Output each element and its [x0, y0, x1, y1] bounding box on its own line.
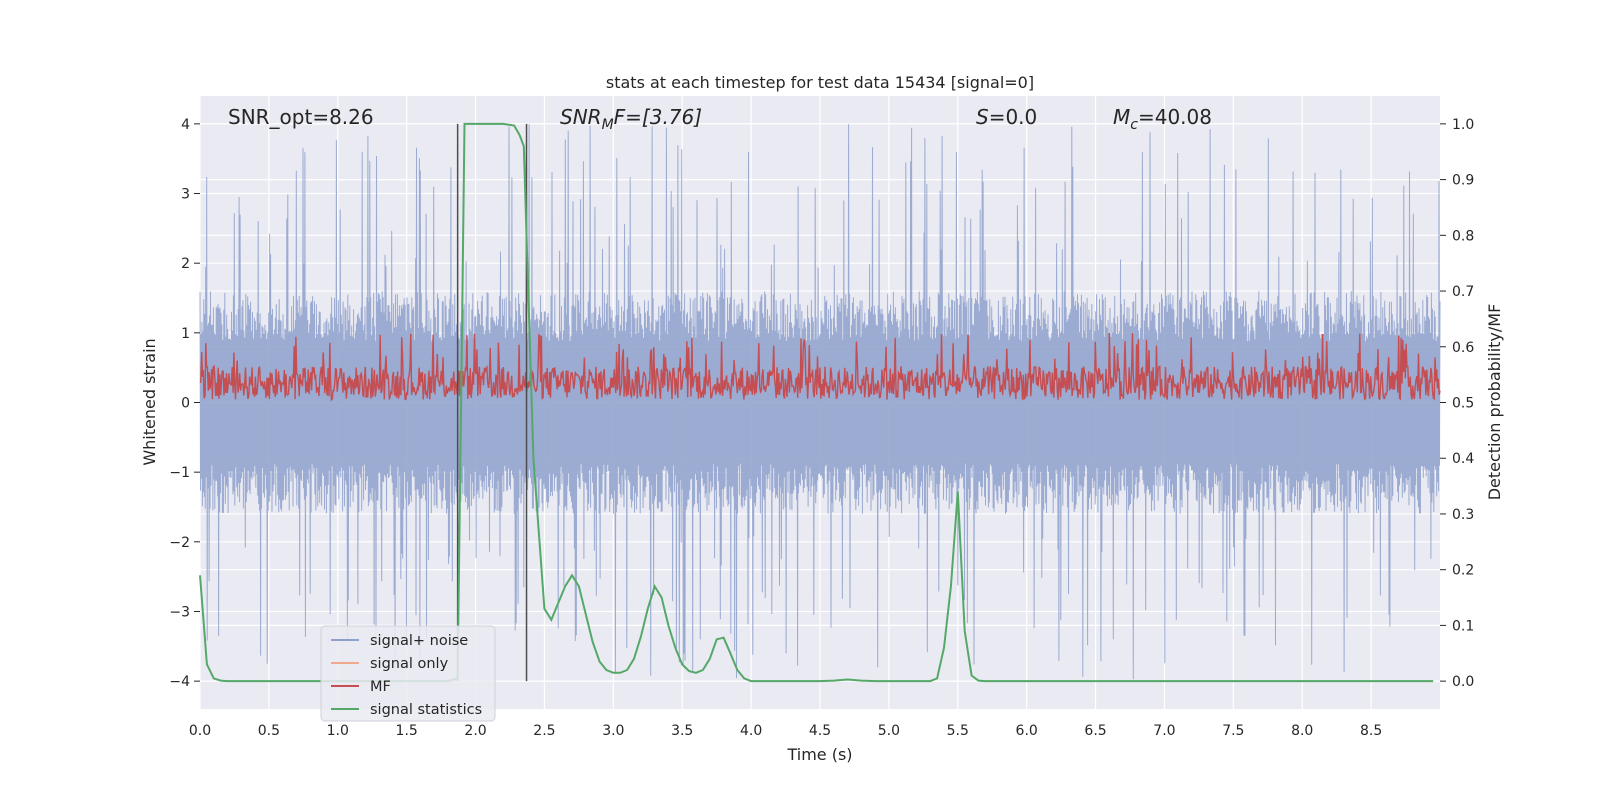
x-tick-label: 0.5: [258, 723, 280, 739]
x-tick-label: 1.0: [327, 723, 349, 739]
x-axis-ticks: 0.0 0.5 1.0 1.5 2.0 2.5 3.0 3.5 4.0 4.5 5.0 5.5 6.0 6…: [189, 723, 1382, 739]
snr-mf-sub: M: [602, 117, 614, 133]
y-left-tick-label: 4: [181, 117, 190, 133]
y-right-tick-label: 0.7: [1452, 284, 1474, 300]
legend-label-signal-only: signal only: [370, 656, 449, 672]
y-right-tick-label: 0.6: [1452, 340, 1474, 356]
x-tick-label: 5.5: [947, 723, 969, 739]
s-annotation: S=0.0: [976, 105, 1037, 129]
signal-statistics-series: [199, 122, 1434, 683]
x-tick-label: 7.0: [1153, 723, 1175, 739]
y-right-tick-label: 0.9: [1452, 173, 1474, 189]
x-tick-label: 2.0: [464, 723, 486, 739]
legend-label-mf: MF: [370, 679, 391, 695]
y-left-axis-label: Whitened strain: [140, 338, 159, 465]
x-tick-label: 2.5: [533, 723, 555, 739]
y-left-tick-label: −3: [169, 604, 190, 620]
x-tick-label: 3.0: [602, 723, 624, 739]
y-left-tick-label: −2: [169, 535, 190, 551]
s-main: S: [976, 105, 989, 129]
x-tick-label: 8.0: [1291, 723, 1313, 739]
s-rest: =0.0: [989, 105, 1038, 129]
x-tick-label: 4.5: [809, 723, 831, 739]
y-right-tick-label: 0.5: [1452, 396, 1474, 412]
y-right-tick-label: 0.4: [1452, 451, 1474, 467]
y-left-tick-label: 2: [181, 256, 190, 272]
noise-trace: [199, 124, 1441, 680]
legend-box: [320, 625, 496, 722]
mc-main: M: [1113, 105, 1130, 129]
mc-sub: c: [1130, 117, 1138, 133]
x-tick-label: 7.5: [1222, 723, 1244, 739]
y-left-axis-ticks: −4 −3 −2 −1 0 1 2 3 4: [169, 117, 200, 690]
chart-title: stats at each timestep for test data 154…: [606, 73, 1034, 92]
y-right-tick-label: 1.0: [1452, 117, 1474, 133]
x-tick-label: 6.5: [1084, 723, 1106, 739]
signal-statistics-line: [199, 122, 1434, 683]
y-right-tick-label: 0.1: [1452, 618, 1474, 634]
mc-annotation: Mc=40.08: [1113, 105, 1212, 133]
y-left-tick-label: −1: [169, 465, 190, 481]
y-left-tick-label: −4: [169, 674, 190, 690]
x-tick-label: 8.5: [1360, 723, 1382, 739]
x-tick-label: 4.0: [740, 723, 762, 739]
legend-label-noise: signal+ noise: [370, 633, 468, 649]
mf-trace: [199, 332, 1441, 402]
snr-mf-annotation: SNRMF=[3.76]: [560, 105, 702, 133]
x-tick-label: 3.5: [671, 723, 693, 739]
y-right-tick-label: 0.2: [1452, 563, 1474, 579]
signal-noise-series: [199, 124, 1441, 680]
snr-mf-rest: F=[3.76]: [614, 105, 702, 129]
y-left-tick-label: 0: [181, 396, 190, 412]
x-tick-label: 0.0: [189, 723, 211, 739]
y-left-tick-label: 1: [181, 326, 190, 342]
y-right-tick-label: 0.0: [1452, 674, 1474, 690]
snr-opt-annotation: SNR_opt=8.26: [228, 105, 374, 129]
y-right-axis-label: Detection probability/MF: [1485, 304, 1504, 501]
y-left-tick-label: 3: [181, 187, 190, 203]
mc-rest: =40.08: [1138, 105, 1212, 129]
mf-series: [199, 332, 1441, 402]
legend-label-stat: signal statistics: [370, 702, 482, 718]
y-right-tick-label: 0.8: [1452, 228, 1474, 244]
snr-mf-main: SNR: [560, 105, 602, 129]
x-tick-label: 1.5: [396, 723, 418, 739]
x-tick-label: 6.0: [1016, 723, 1038, 739]
x-axis-label: Time (s): [786, 745, 852, 764]
legend: signal+ noise signal only MF signal stat…: [320, 625, 496, 722]
y-right-axis-ticks: 0.0 0.1 0.2 0.3 0.4 0.5 0.6 0.7 0.8 0.9 1.0: [1440, 117, 1474, 690]
y-right-tick-label: 0.3: [1452, 507, 1474, 523]
x-tick-label: 5.0: [878, 723, 900, 739]
